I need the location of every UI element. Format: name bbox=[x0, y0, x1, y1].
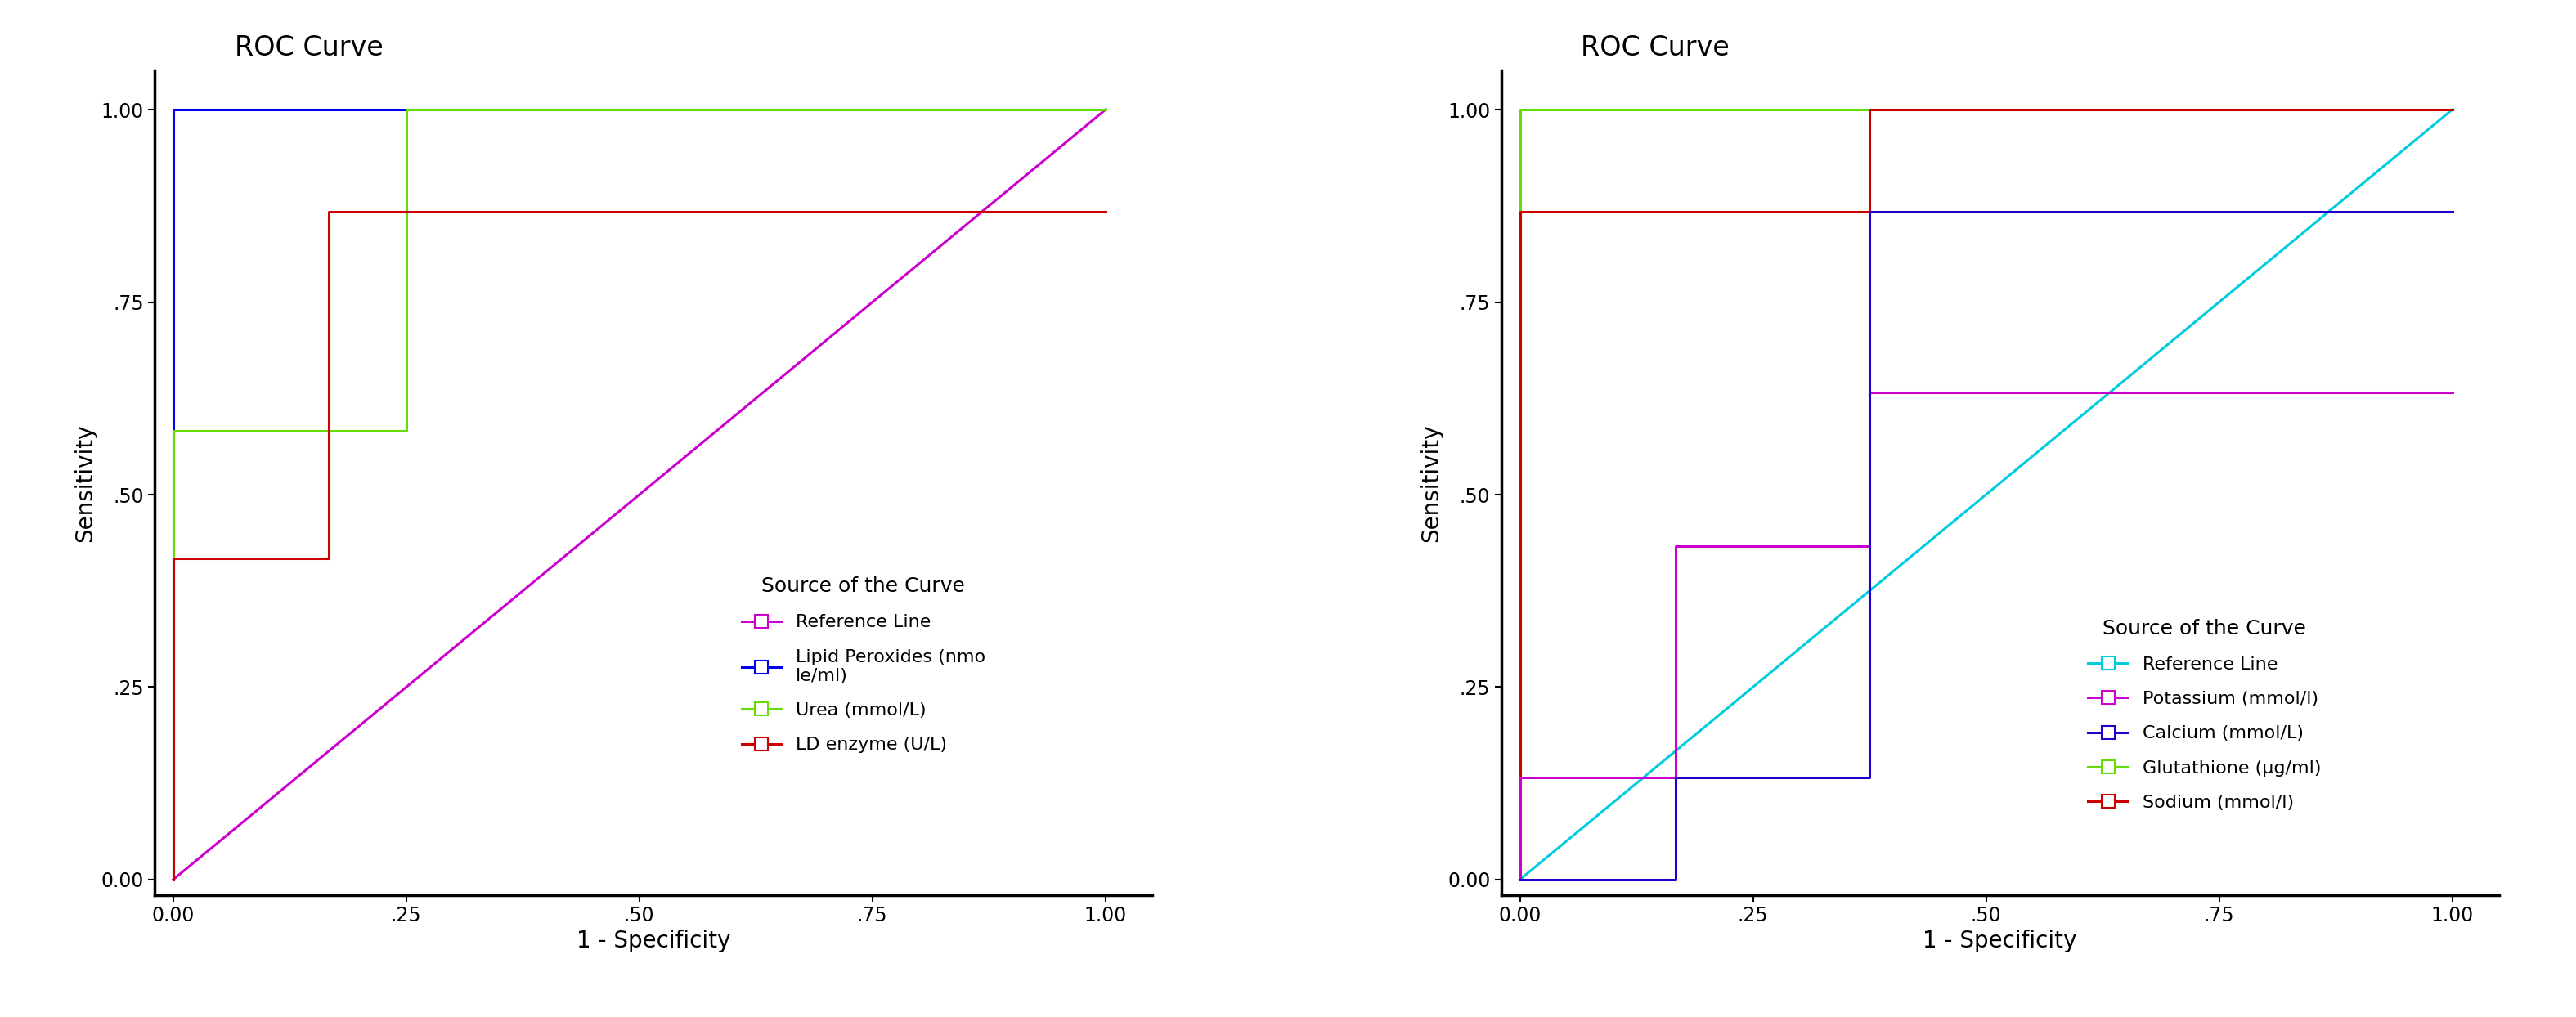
Y-axis label: Sensitivity: Sensitivity bbox=[1419, 424, 1443, 542]
Legend: Reference Line, Lipid Peroxides (nmo
le/ml), Urea (mmol/L), LD enzyme (U/L): Reference Line, Lipid Peroxides (nmo le/… bbox=[732, 567, 994, 763]
Legend: Reference Line, Potassium (mmol/l), Calcium (mmol/L), Glutathione (μg/ml), Sodiu: Reference Line, Potassium (mmol/l), Calc… bbox=[2079, 609, 2331, 820]
X-axis label: 1 - Specificity: 1 - Specificity bbox=[577, 930, 732, 953]
X-axis label: 1 - Specificity: 1 - Specificity bbox=[1922, 930, 2076, 953]
Y-axis label: Sensitivity: Sensitivity bbox=[75, 424, 95, 542]
Text: ROC Curve: ROC Curve bbox=[234, 34, 384, 61]
Text: ROC Curve: ROC Curve bbox=[1582, 34, 1728, 61]
